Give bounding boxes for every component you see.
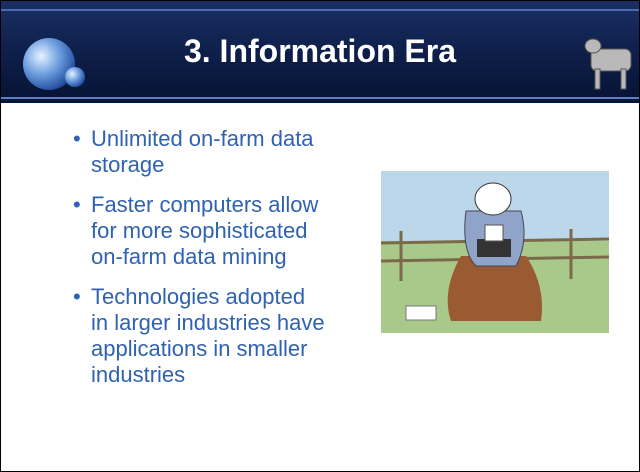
slide: 3. Information Era Unlimited on-farm dat…	[0, 0, 640, 472]
bullet-line: industries	[91, 362, 383, 388]
slide-title: 3. Information Era	[1, 33, 639, 70]
bullet-line: storage	[91, 152, 383, 178]
illustration	[381, 171, 609, 333]
bullet-line: Unlimited on-farm data	[91, 126, 383, 152]
bullet-line: in larger industries have	[91, 310, 383, 336]
bullet-line: for more sophisticated	[91, 218, 383, 244]
bullet-line: Faster computers allow	[91, 192, 383, 218]
bullet-line: Technologies adopted	[91, 284, 383, 310]
bullet-line: applications in smaller	[91, 336, 383, 362]
bullet-line: on-farm data mining	[91, 244, 383, 270]
